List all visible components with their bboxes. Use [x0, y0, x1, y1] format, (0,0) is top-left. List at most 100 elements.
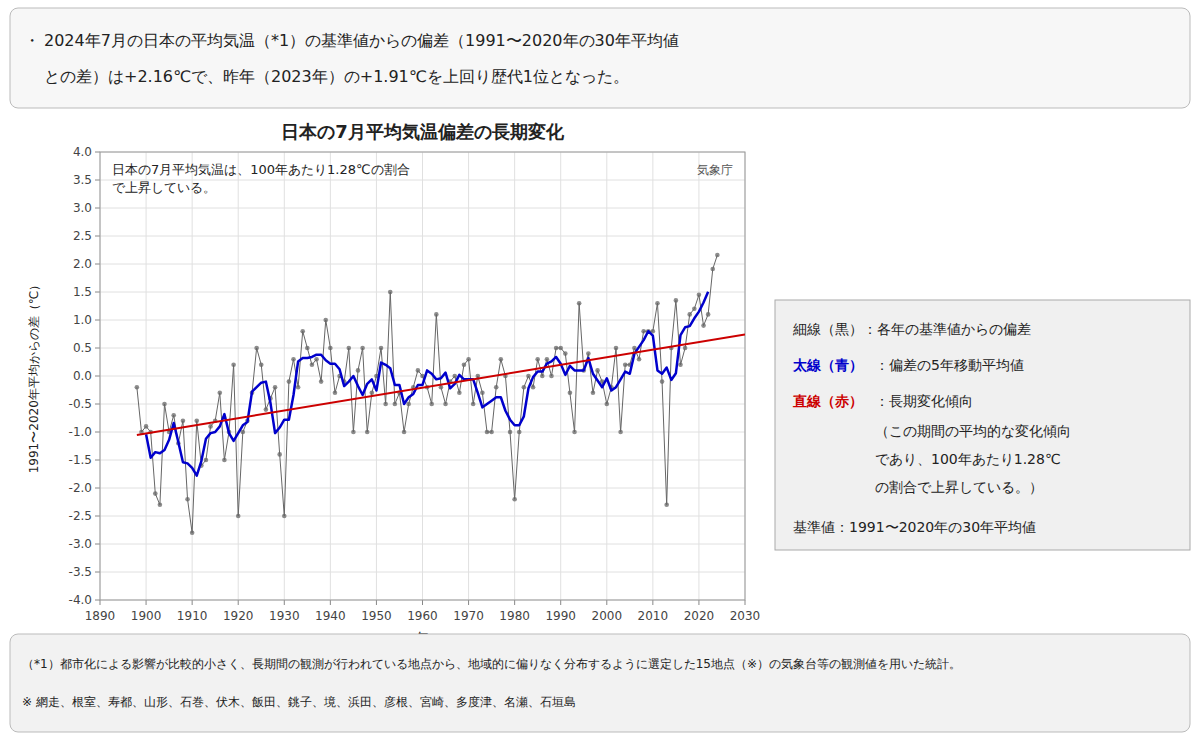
data-point: [365, 430, 370, 435]
tick: [95, 516, 100, 517]
data-point: [144, 424, 149, 429]
data-point: [333, 391, 338, 396]
data-point: [351, 430, 356, 435]
data-point: [388, 290, 393, 295]
grid-line: [100, 236, 745, 237]
annotation: 日本の7月平均気温は、100年あたり1.28℃の割合: [112, 162, 410, 177]
data-point: [194, 419, 199, 424]
grid-line: [100, 348, 745, 349]
series-line: [146, 292, 708, 476]
tick: [606, 600, 607, 605]
tick: [330, 600, 331, 605]
tick-label: 2.0: [73, 257, 92, 271]
tick-label: -1.0: [69, 425, 92, 439]
data-point: [158, 503, 163, 508]
data-point: [706, 312, 711, 317]
data-point: [508, 430, 513, 435]
tick: [95, 488, 100, 489]
data-point: [282, 514, 287, 519]
legend-text: 細線（黒）：各年の基準値からの偏差: [792, 321, 1031, 337]
data-point: [162, 402, 167, 407]
data-point: [535, 357, 540, 362]
grid: [100, 152, 745, 600]
legend-box: [775, 300, 1190, 550]
grid-line: [100, 516, 745, 517]
data-point: [402, 430, 407, 435]
tick-label: 2.5: [73, 229, 92, 243]
data-point: [545, 357, 550, 362]
data-point: [480, 391, 485, 396]
footnote: （*1）都市化による影響が比較的小さく、長期間の観測が行われている地点から、地域…: [22, 657, 961, 671]
data-point: [641, 329, 646, 334]
data-point: [623, 363, 628, 368]
tick: [376, 600, 377, 605]
source-label: 気象庁: [697, 163, 733, 177]
tick-label: 1890: [85, 609, 116, 623]
title: 日本の7月平均気温偏差の長期変化: [281, 121, 565, 142]
bottom-box: [10, 634, 1190, 732]
data-point: [429, 402, 434, 407]
data-point: [522, 385, 527, 390]
top-text: 2024年7月の日本の平均気温（*1）の基準値からの偏差（1991〜2020年の…: [44, 31, 679, 50]
top-bullet: ・: [24, 31, 40, 50]
tick: [95, 180, 100, 181]
tick: [95, 208, 100, 209]
chart: ・2024年7月の日本の平均気温（*1）の基準値からの偏差（1991〜2020年…: [0, 0, 1200, 740]
data-point: [370, 391, 375, 396]
data-point: [328, 346, 333, 351]
tick-label: 1940: [315, 609, 346, 623]
data-point: [135, 385, 140, 390]
data-point: [185, 497, 190, 502]
tick: [95, 432, 100, 433]
grid-line: [100, 460, 745, 461]
data-point: [236, 514, 241, 519]
tick: [95, 376, 100, 377]
data-point: [346, 346, 351, 351]
tick-label: 0.5: [73, 341, 92, 355]
data-point: [715, 253, 720, 258]
tick-label: 1960: [407, 609, 438, 623]
series-line: [137, 255, 718, 533]
data-point: [494, 385, 499, 390]
tick-label: 2020: [684, 609, 715, 623]
data-point: [434, 312, 439, 317]
legend-text: 基準値：1991〜2020年の30年平均値: [793, 519, 1036, 535]
data-point: [701, 323, 706, 328]
tick-label: 1.5: [73, 285, 92, 299]
grid-line: [100, 320, 745, 321]
data-point: [323, 318, 328, 323]
data-point: [416, 368, 421, 373]
tick: [95, 460, 100, 461]
data-point: [678, 363, 683, 368]
grid-line: [100, 264, 745, 265]
tick: [95, 292, 100, 293]
data-point: [204, 458, 209, 463]
tick: [95, 544, 100, 545]
data-point: [687, 312, 692, 317]
data-point: [383, 402, 388, 407]
top-text: との差）は+2.16℃で、昨年（2023年）の+1.91℃を上回り歴代1位となっ…: [44, 67, 629, 86]
data-point: [558, 346, 563, 351]
grid-line: [100, 208, 745, 209]
data-point: [471, 402, 476, 407]
data-point: [254, 346, 259, 351]
tick-label: -2.0: [69, 481, 92, 495]
grid-line: [100, 544, 745, 545]
tick-label: 1970: [453, 609, 484, 623]
data-point: [637, 357, 642, 362]
tick-label: -3.5: [69, 565, 92, 579]
tick-label: -0.5: [69, 397, 92, 411]
tick-label: 0.0: [73, 369, 92, 383]
data-point: [457, 391, 462, 396]
data-point: [360, 346, 365, 351]
tick-label: 1950: [361, 609, 392, 623]
grid-line: [100, 292, 745, 293]
legend-text: の割合で上昇している。）: [875, 479, 1043, 495]
data-point: [540, 374, 545, 379]
data-point: [462, 363, 467, 368]
legend-text: ：偏差の5年移動平均値: [875, 357, 1024, 373]
data-point: [319, 379, 324, 384]
tick-label: 1910: [177, 609, 208, 623]
data-point: [300, 329, 305, 334]
grid-line: [100, 572, 745, 573]
